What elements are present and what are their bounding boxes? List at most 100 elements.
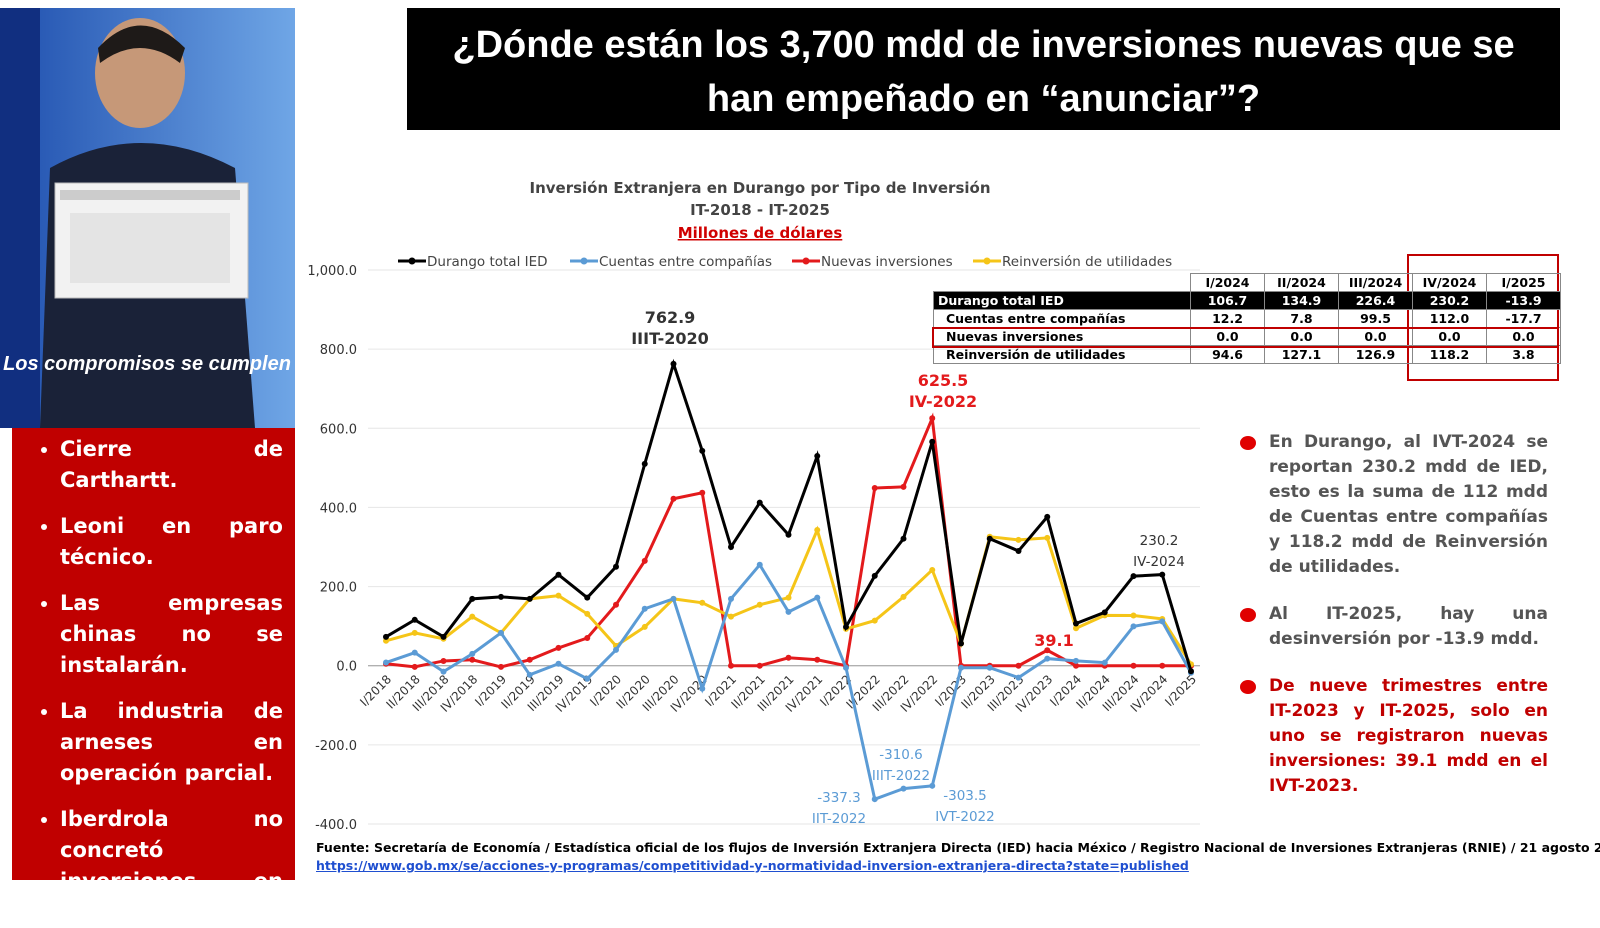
- bullet-list: Cierre de Carthartt. Leoni en paro técnic…: [24, 434, 283, 928]
- point: [1159, 618, 1166, 625]
- point: [1188, 668, 1194, 675]
- data-label: 762.9: [645, 308, 696, 327]
- chart: Inversión Extranjera en Durango por Tipo…: [307, 179, 1559, 833]
- point: [1044, 534, 1051, 541]
- legend-dot: [408, 257, 416, 265]
- chart-subtitle: IT-2018 - IT-2025: [690, 201, 830, 219]
- point: [1044, 655, 1051, 662]
- cell: 0.0: [1412, 327, 1487, 346]
- point: [958, 664, 964, 671]
- column-header: I/2024: [1190, 273, 1265, 292]
- data-label: -303.5: [943, 788, 987, 804]
- annotation: IIIT-2020: [631, 329, 709, 348]
- y-tick-label: 0.0: [336, 660, 357, 675]
- caption-text: Los compromisos se cumplen: [3, 353, 291, 375]
- source-link[interactable]: https://www.gob.mx/se/acciones-y-program…: [316, 858, 1189, 873]
- point: [728, 613, 734, 620]
- column-header: II/2024: [1264, 273, 1339, 292]
- cell: 94.6: [1190, 345, 1265, 364]
- point: [1159, 662, 1166, 669]
- point: [814, 594, 821, 601]
- point: [1159, 571, 1166, 578]
- point: [756, 499, 763, 506]
- point: [900, 593, 907, 600]
- cell: 0.0: [1190, 327, 1265, 346]
- point: [469, 613, 476, 620]
- legend-label: Reinversión de utilidades: [1002, 254, 1172, 270]
- row-label: Durango total IED: [933, 291, 1191, 310]
- series-line: [385, 412, 1191, 669]
- title: ¿Dónde están los 3,700 mdd de inversione…: [407, 8, 1560, 130]
- point: [699, 685, 706, 692]
- point: [699, 447, 706, 454]
- cell: 12.2: [1190, 309, 1265, 328]
- point: [1073, 657, 1079, 664]
- point: [584, 610, 591, 617]
- point: [498, 663, 504, 670]
- point: [929, 566, 936, 573]
- cell: -17.7: [1486, 309, 1561, 328]
- point: [814, 452, 821, 459]
- legend-label: Nuevas inversiones: [821, 254, 953, 270]
- point: [1015, 662, 1022, 669]
- point: [641, 460, 648, 467]
- x-tick-label: I/2025: [1162, 672, 1199, 709]
- point: [699, 599, 706, 606]
- annotation: IIIT-2022: [872, 768, 930, 784]
- point: [383, 633, 389, 640]
- point: [1130, 623, 1137, 630]
- point: [929, 782, 936, 789]
- point: [641, 557, 648, 564]
- point: [814, 656, 821, 663]
- bullet: La industria de arneses en operación par…: [60, 696, 283, 789]
- legend-label: Durango total IED: [427, 254, 548, 270]
- point: [411, 649, 418, 656]
- point: [1130, 662, 1137, 669]
- point: [728, 544, 734, 550]
- bullet: Leoni en paro técnico.: [60, 511, 283, 573]
- data-label: 39.1: [1034, 631, 1073, 650]
- caption: Los compromisos se cumplen: [3, 353, 291, 375]
- point: [1044, 647, 1051, 654]
- point: [1130, 573, 1137, 580]
- cell: 134.9: [1264, 291, 1339, 310]
- annotation: IV-2024: [1133, 554, 1185, 570]
- cell: 99.5: [1338, 309, 1413, 328]
- point: [871, 485, 878, 492]
- cell: 0.0: [1338, 327, 1413, 346]
- y-tick-label: 600.0: [320, 422, 357, 437]
- data-table: I/2024 II/2024 III/2024 IV/2024 I/2025 Durang…: [933, 273, 1561, 364]
- point: [756, 561, 763, 568]
- point: [1073, 625, 1079, 632]
- cell: 226.4: [1338, 291, 1413, 310]
- cell: 118.2: [1412, 345, 1487, 364]
- point: [670, 360, 677, 367]
- point: [584, 635, 591, 642]
- point: [699, 489, 706, 496]
- y-tick-label: -400.0: [315, 818, 357, 833]
- point: [498, 593, 504, 600]
- point: [785, 608, 792, 615]
- table-row: Cuentas entre compañías 12.2 7.8 99.5 112.0-…: [933, 309, 1561, 328]
- table-corner: [934, 274, 1191, 292]
- cell: 106.7: [1190, 291, 1265, 310]
- point: [843, 623, 849, 630]
- point: [814, 526, 821, 533]
- y-tick-label: -200.0: [315, 739, 357, 754]
- y-tick-label: 200.0: [320, 581, 357, 596]
- point: [871, 617, 878, 624]
- y-tick-label: 1,000.0: [307, 264, 357, 279]
- point: [756, 601, 763, 608]
- point: [440, 668, 447, 675]
- point: [1015, 536, 1022, 543]
- column-header: IV/2024: [1412, 273, 1487, 292]
- point: [498, 629, 504, 636]
- data-label: 230.2: [1140, 533, 1179, 549]
- table-row: Reinversión de utilidades 94.6 127.1 126.9 1…: [933, 345, 1561, 364]
- bullet: Cierre de Carthartt.: [60, 434, 283, 496]
- note: En Durango, al IVT-2024 se reportan 230.…: [1240, 430, 1548, 580]
- point: [1073, 662, 1079, 669]
- photo: Los compromisos se cumplen: [0, 8, 295, 428]
- notes: En Durango, al IVT-2024 se reportan 230.…: [1240, 430, 1548, 821]
- row-label: Cuentas entre compañías: [933, 309, 1191, 328]
